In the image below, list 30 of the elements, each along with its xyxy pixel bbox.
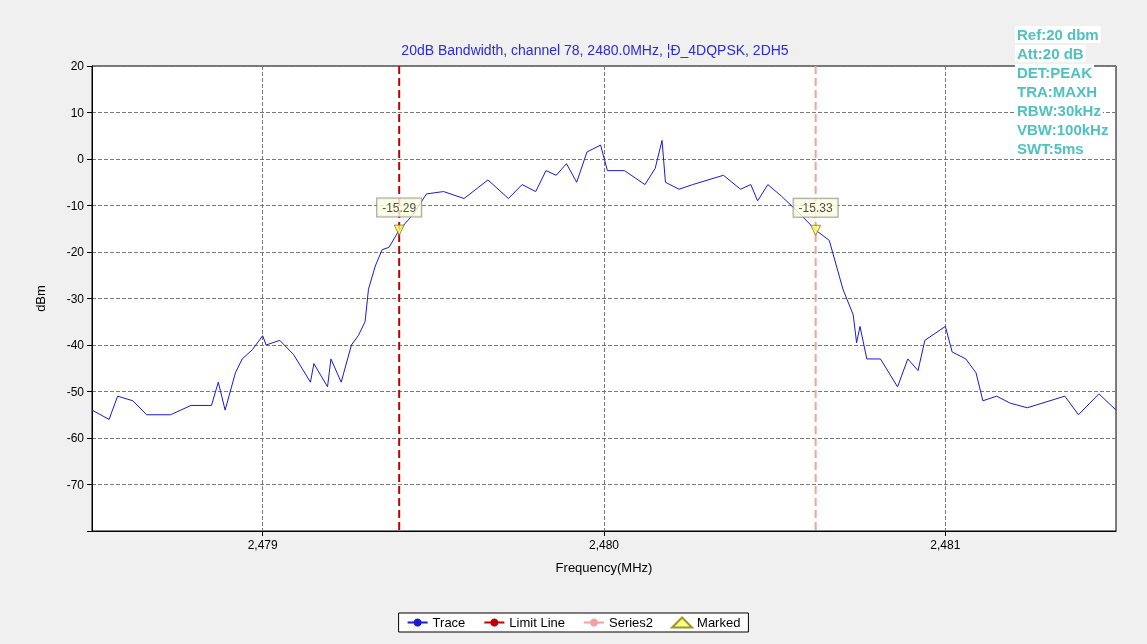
y-tick-label: 20	[70, 59, 85, 73]
data-label: -15.29	[382, 200, 417, 215]
y-tick-label: -60	[66, 431, 85, 445]
legend-label: Trace	[432, 615, 466, 630]
y-tick-label: -40	[66, 338, 85, 352]
x-axis-title: Frequency(MHz)	[555, 560, 653, 575]
annotation: VBW:100kHz	[1017, 121, 1109, 138]
y-tick-label: 0	[77, 152, 85, 166]
y-tick-label: -20	[66, 245, 85, 259]
y-tick-label: -50	[66, 384, 85, 399]
line-series	[91, 139, 1117, 420]
y-axis-title: dBm	[33, 285, 48, 312]
x-tick-label: 2,481	[930, 538, 961, 552]
text: Att:20 dB	[1017, 45, 1084, 62]
y-tick-label: 10	[70, 105, 85, 120]
legend-label: Series2	[608, 615, 654, 630]
y-tick-label: -30	[66, 291, 85, 306]
y-tick-label: -70	[66, 477, 85, 492]
annotation: SWT:5ms	[1017, 140, 1084, 157]
text: Ref:20 dbm	[1017, 26, 1099, 43]
legend-label: Marked	[697, 615, 741, 630]
chart-title: 20dB Bandwidth, channel 78, 2480.0MHz, ¦Ð_4DQPSK, 2DH5	[401, 42, 789, 58]
x-tick-label: 2,479	[247, 538, 279, 552]
annotation: TRA:MAXH	[1017, 83, 1097, 100]
annotation: RBW:30kHz	[1017, 102, 1101, 119]
x-tick-label: 2,480	[588, 538, 620, 552]
annotation: DET:PEAK	[1017, 64, 1093, 81]
legend-label: Limit Line	[509, 615, 565, 630]
data-label: -15.33	[798, 200, 833, 215]
y-tick-label: -10	[66, 198, 85, 213]
